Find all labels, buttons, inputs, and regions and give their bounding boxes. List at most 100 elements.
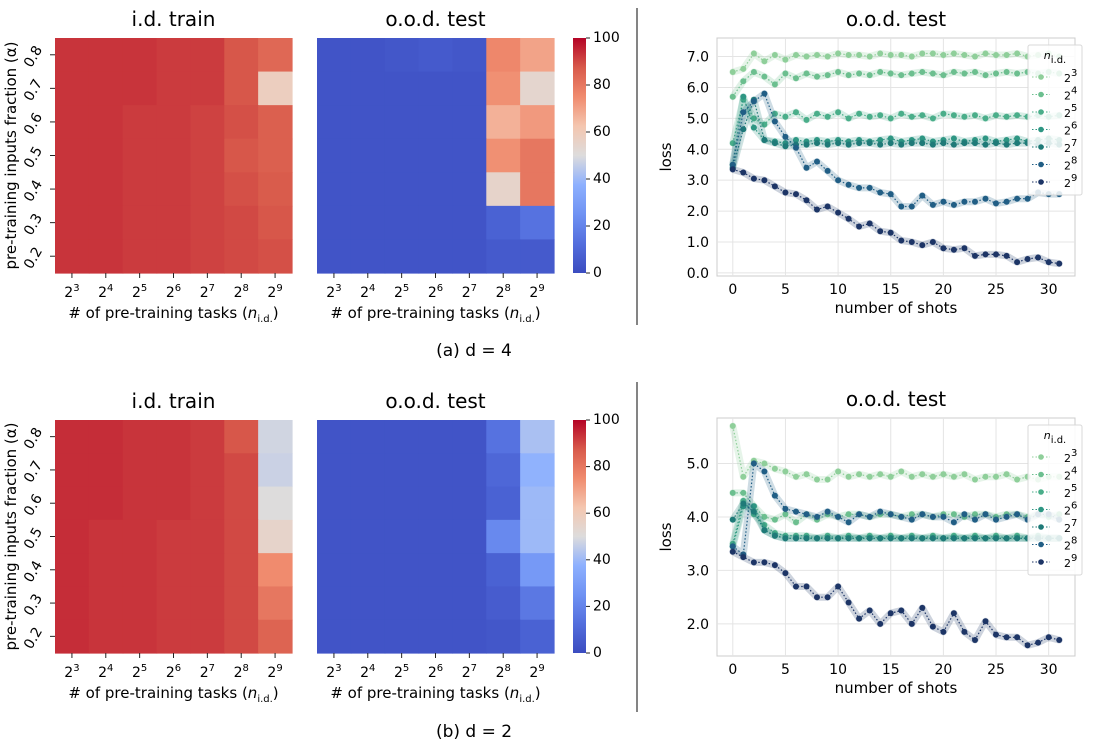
y-axis-label: pre-training inputs fraction (α) <box>2 41 20 269</box>
data-point <box>793 519 799 526</box>
line-chart-b-ood-test: 0 5 10 15 20 25 30 2.0 3.0 4.0 5.0 o.o.d. test numbe… <box>657 387 1083 697</box>
data-point <box>940 245 947 252</box>
data-point <box>845 599 852 606</box>
x-tick-label: 27 <box>200 283 215 301</box>
heatmap-cell <box>156 519 192 554</box>
data-point <box>824 476 831 483</box>
data-point <box>982 141 989 148</box>
data-point <box>950 246 957 253</box>
x-tick-label: 29 <box>267 663 282 681</box>
data-point <box>845 519 852 526</box>
x-tick-label: 25 <box>987 662 1005 678</box>
heatmap-cell <box>486 172 521 207</box>
heatmap-cell <box>224 420 259 454</box>
data-point <box>1024 642 1031 649</box>
heatmap-cell <box>156 105 192 140</box>
data-point <box>1024 195 1031 202</box>
heatmap-cell <box>317 205 352 241</box>
heatmap-b-ood-test: 23 24 25 26 27 28 29 o.o.d. test # of pre-traini… <box>317 389 555 705</box>
plot-area <box>716 37 1076 277</box>
data-point <box>803 141 810 148</box>
line-chart-a-ood-test: 0 5 10 15 20 25 30 0.0 1.0 2.0 3.0 4.0 5.0 6.0 7.0 o.o.… <box>657 7 1083 317</box>
data-point <box>771 562 778 569</box>
data-point <box>866 140 873 147</box>
data-point <box>1024 256 1031 262</box>
data-point <box>1014 259 1021 266</box>
data-point <box>908 535 915 542</box>
data-point <box>835 177 842 184</box>
data-point <box>740 554 747 561</box>
data-point <box>824 141 831 148</box>
heatmap-cell <box>190 105 225 140</box>
heatmap-cell <box>55 519 90 554</box>
data-point <box>929 473 936 480</box>
data-point <box>887 52 894 58</box>
legend-label: 25 <box>1064 483 1077 500</box>
data-point <box>961 52 968 58</box>
data-point <box>803 116 810 123</box>
y-tick-label: 0.3 <box>21 211 46 238</box>
data-point <box>1045 259 1052 266</box>
heatmap-cell <box>317 172 352 207</box>
heatmap-cell <box>55 138 90 173</box>
x-tick-label: 28 <box>496 283 511 301</box>
data-point <box>1014 135 1021 142</box>
heatmap-cell <box>258 486 293 521</box>
x-tick-label: 10 <box>829 282 847 298</box>
heatmap-cell <box>418 205 454 241</box>
data-point <box>887 70 894 77</box>
heatmap-cell <box>452 553 487 588</box>
colorbar-gradient <box>573 420 586 653</box>
x-tick-label: 25 <box>394 663 409 681</box>
data-point <box>740 78 747 85</box>
y-tick-label: 0.2 <box>21 625 46 652</box>
data-point <box>856 70 863 77</box>
heatmap-cell <box>156 138 192 173</box>
data-point <box>761 527 768 534</box>
heatmap-cell <box>452 105 487 140</box>
data-point <box>771 492 778 499</box>
data-point <box>782 113 789 120</box>
heatmap-cell <box>224 486 259 521</box>
heatmap-cell <box>88 553 124 588</box>
heatmap-cell <box>520 586 555 621</box>
legend-marker <box>1038 144 1044 150</box>
data-point <box>782 189 789 196</box>
data-point <box>750 124 757 131</box>
data-point <box>803 535 810 542</box>
data-point <box>729 161 736 168</box>
data-point <box>835 513 842 520</box>
data-point <box>771 465 778 472</box>
x-tick-label: 30 <box>1040 282 1058 298</box>
data-point <box>856 535 863 542</box>
x-tick-label: 27 <box>462 663 477 681</box>
x-tick-label: 23 <box>326 663 341 681</box>
heatmap-cell <box>486 239 521 274</box>
y-tick-label: 5.0 <box>687 456 709 472</box>
data-point <box>856 615 863 622</box>
data-point <box>929 623 936 630</box>
data-point <box>961 511 968 518</box>
data-point <box>950 519 957 526</box>
x-tick-label: 5 <box>781 282 790 298</box>
heatmap-cell <box>258 138 293 173</box>
data-point <box>993 200 999 207</box>
data-point <box>771 52 778 58</box>
x-tick-label: 24 <box>98 283 113 301</box>
data-point <box>887 135 894 142</box>
data-point <box>887 511 894 518</box>
heatmap-cell <box>384 453 420 488</box>
heatmap-cell <box>224 453 259 488</box>
x-tick-label: 29 <box>267 283 282 301</box>
data-point <box>993 52 999 58</box>
data-point <box>929 513 936 520</box>
x-tick-label: 26 <box>428 663 443 681</box>
data-point <box>793 191 799 198</box>
x-tick-label: 23 <box>64 663 79 681</box>
data-point <box>919 604 926 611</box>
data-point <box>803 511 810 518</box>
legend-label: 28 <box>1064 156 1077 173</box>
heatmap-cell <box>190 486 225 521</box>
heatmap-cell <box>55 619 90 654</box>
data-point <box>761 73 768 80</box>
